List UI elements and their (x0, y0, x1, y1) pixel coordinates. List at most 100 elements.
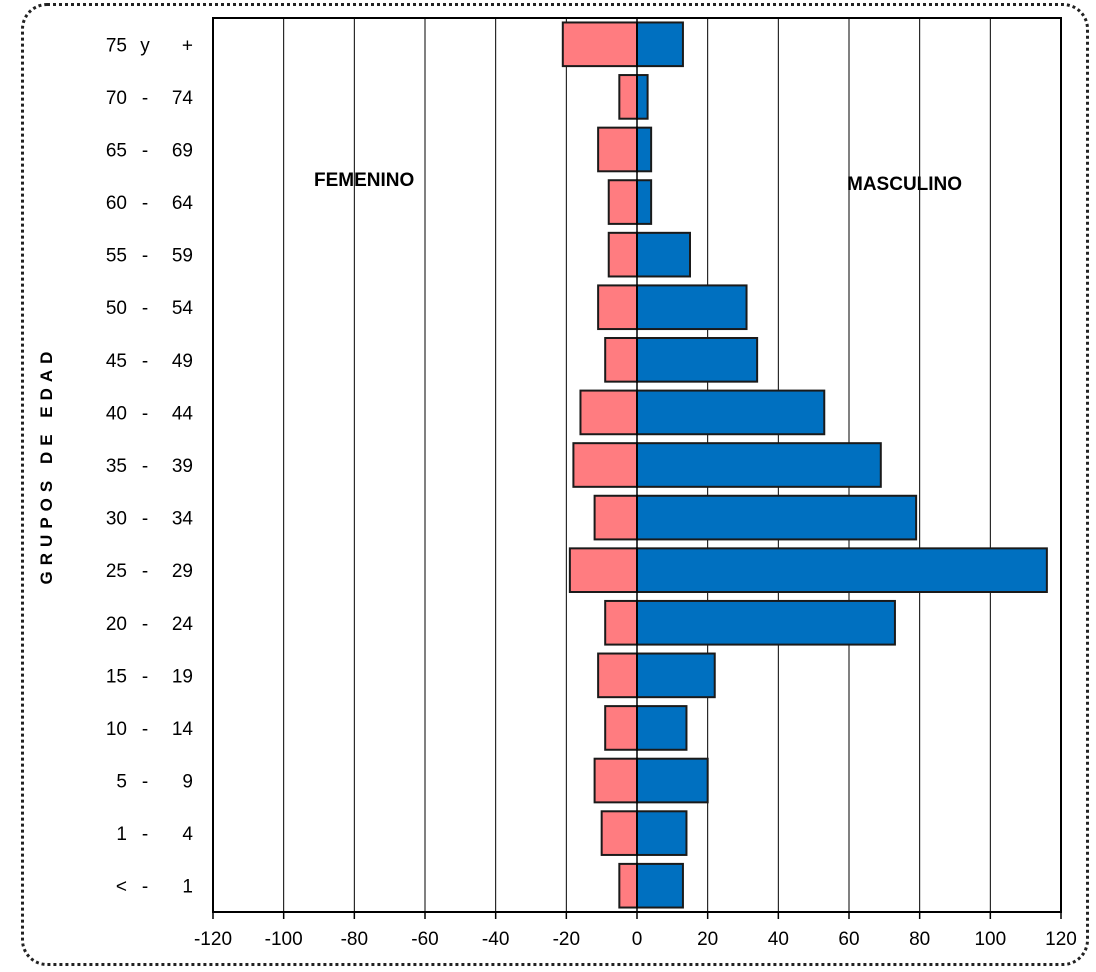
bar-masculino (636, 652, 716, 699)
x-tick-label: -60 (411, 929, 438, 950)
x-tick-label: 40 (768, 929, 789, 950)
category-label: 50 (106, 298, 127, 319)
category-label: 40 (106, 403, 127, 424)
category-label: 74 (172, 88, 194, 109)
category-label: 64 (172, 193, 194, 214)
category-label: - (142, 877, 148, 898)
bar-femenino (607, 179, 639, 225)
category-label: 20 (106, 614, 127, 635)
category-label: 1 (182, 877, 193, 898)
bar-femenino (593, 494, 638, 541)
bar-masculino (636, 599, 896, 646)
category-label: 59 (172, 246, 193, 267)
bar-masculino (636, 862, 684, 909)
x-tick-label: 20 (697, 929, 718, 950)
category-label: 54 (172, 298, 194, 319)
bar-femenino (618, 74, 638, 120)
bar-femenino (579, 389, 639, 436)
category-label: 19 (172, 666, 193, 687)
category-label: - (142, 351, 148, 372)
category-label: 15 (106, 666, 127, 687)
category-label: 34 (172, 509, 194, 530)
category-label: 29 (172, 561, 193, 582)
bar-masculino (636, 284, 748, 331)
category-label: - (142, 140, 148, 161)
category-label: 4 (182, 824, 193, 845)
bar-masculino (636, 126, 653, 173)
category-label: 39 (172, 456, 193, 477)
x-tick-label: -20 (553, 929, 580, 950)
bar-femenino (597, 652, 639, 699)
category-label: - (142, 561, 148, 582)
x-tick-labels: -120 -100 -80 -60 -40 -20 0 20 40 60 80 100 120 (194, 912, 1077, 950)
bar-femenino (568, 547, 638, 594)
bar-femenino (618, 862, 638, 909)
category-label: 5 (116, 772, 127, 793)
category-label: + (182, 35, 193, 56)
x-tick-label: 60 (838, 929, 859, 950)
bar-femenino (593, 757, 638, 804)
category-label: 69 (172, 140, 193, 161)
category-label: 45 (106, 351, 127, 372)
category-label: 60 (106, 193, 127, 214)
x-tick-label: -80 (341, 929, 368, 950)
category-label: - (142, 614, 148, 635)
category-label: - (142, 509, 148, 530)
bar-femenino (604, 336, 639, 383)
bar-femenino (604, 705, 639, 751)
category-label: 49 (172, 351, 193, 372)
bar-masculino (636, 757, 709, 804)
bar-masculino (636, 74, 649, 120)
x-tick-label: -120 (194, 929, 232, 950)
bar-masculino (636, 231, 691, 278)
category-label: 30 (106, 509, 127, 530)
category-labels: < -11-45-910-1415-1920-2425-2930-3435-394… (106, 35, 194, 897)
category-label: y (140, 35, 150, 56)
bar-femenino (607, 231, 639, 278)
x-tick-label: 120 (1045, 929, 1077, 950)
category-label: 1 (116, 824, 127, 845)
bar-masculino (636, 494, 918, 541)
category-label: - (142, 88, 148, 109)
x-tick-label: -100 (265, 929, 303, 950)
category-label: - (142, 719, 148, 740)
x-tick-label: 100 (974, 929, 1006, 950)
bar-masculino (636, 442, 882, 488)
bar-masculino (636, 705, 688, 751)
category-label: - (142, 772, 148, 793)
category-label: - (142, 193, 148, 214)
x-tick-label: 80 (909, 929, 930, 950)
category-label: < (116, 877, 127, 898)
category-label: 75 (106, 35, 127, 56)
category-label: 14 (172, 719, 194, 740)
x-tick-label: 0 (632, 929, 643, 950)
bar-masculino (636, 389, 826, 436)
category-label: - (142, 298, 148, 319)
masculino-annotation: MASCULINO (847, 174, 962, 195)
category-label: 25 (106, 561, 127, 582)
bar-masculino (636, 547, 1048, 594)
category-label: - (142, 403, 148, 424)
bar-masculino (636, 21, 684, 68)
bar-masculino (636, 179, 653, 225)
category-label: 65 (106, 140, 127, 161)
category-label: 10 (106, 719, 127, 740)
bar-femenino (597, 126, 639, 173)
y-axis-title: GRUPOS DE EDAD (37, 346, 56, 585)
category-label: - (142, 246, 148, 267)
category-label: 44 (172, 403, 194, 424)
category-label: 55 (106, 246, 127, 267)
category-label: 24 (172, 614, 194, 635)
bar-femenino (600, 810, 639, 856)
bar-femenino (561, 21, 638, 68)
bar-femenino (597, 284, 639, 331)
category-label: - (142, 666, 148, 687)
bar-masculino (636, 810, 688, 856)
femenino-annotation: FEMENINO (314, 170, 414, 191)
category-label: 9 (182, 772, 193, 793)
category-label: 70 (106, 88, 127, 109)
category-label: 35 (106, 456, 127, 477)
category-label: - (142, 824, 148, 845)
category-label: - (142, 456, 148, 477)
